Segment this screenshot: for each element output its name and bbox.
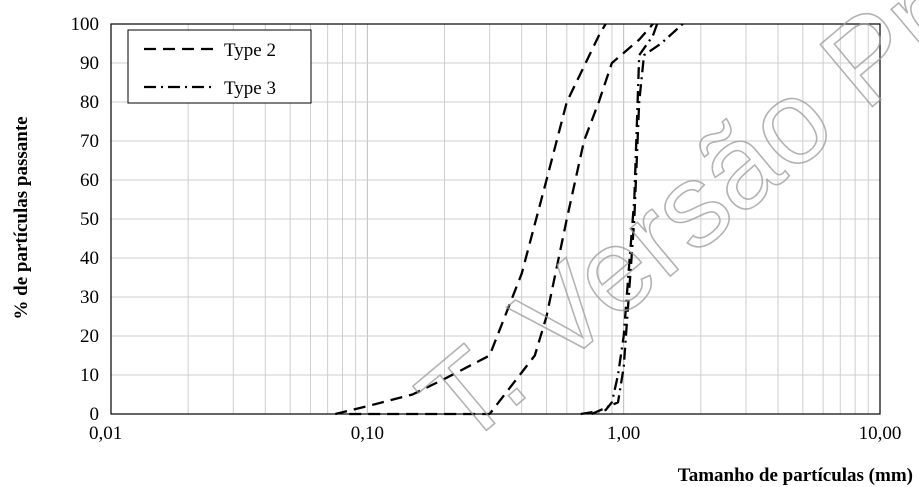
x-axis-title: Tamanho de partículas (mm) — [678, 465, 913, 486]
y-tick-label: 90 — [80, 53, 99, 74]
y-tick-label: 10 — [80, 365, 99, 386]
x-tick-label: 1,00 — [607, 423, 640, 444]
series-lines — [335, 23, 684, 416]
grid — [111, 23, 880, 414]
axes: 0 10 20 30 40 50 60 70 80 90 100 0,01 0,10 1,00 10,00 — [71, 14, 902, 444]
y-tick-label: 60 — [80, 170, 99, 191]
series-line-type-2 — [335, 23, 607, 416]
y-axis-title: % de partículas passante — [11, 116, 32, 319]
legend-label-type-3: Type 3 — [224, 78, 276, 99]
series-line-type-3 — [591, 23, 684, 416]
y-tick-label: 70 — [80, 131, 99, 152]
series-line-type-2 — [349, 23, 654, 416]
y-tick-label: 20 — [80, 326, 99, 347]
legend-box — [127, 29, 312, 104]
y-tick-label: 80 — [80, 92, 99, 113]
legend-label-type-2: Type 2 — [224, 40, 276, 61]
x-tick-label: 10,00 — [859, 423, 902, 444]
legend: Type 2 Type 3 — [127, 29, 312, 104]
y-tick-label: 100 — [71, 14, 100, 35]
y-tick-label: 40 — [80, 248, 99, 269]
y-tick-label: 50 — [80, 209, 99, 230]
y-tick-label: 0 — [90, 404, 100, 425]
x-tick-label: 0,10 — [351, 423, 384, 444]
y-tick-label: 30 — [80, 287, 99, 308]
x-tick-label: 0,01 — [89, 423, 122, 444]
plot-area-border — [110, 23, 881, 415]
